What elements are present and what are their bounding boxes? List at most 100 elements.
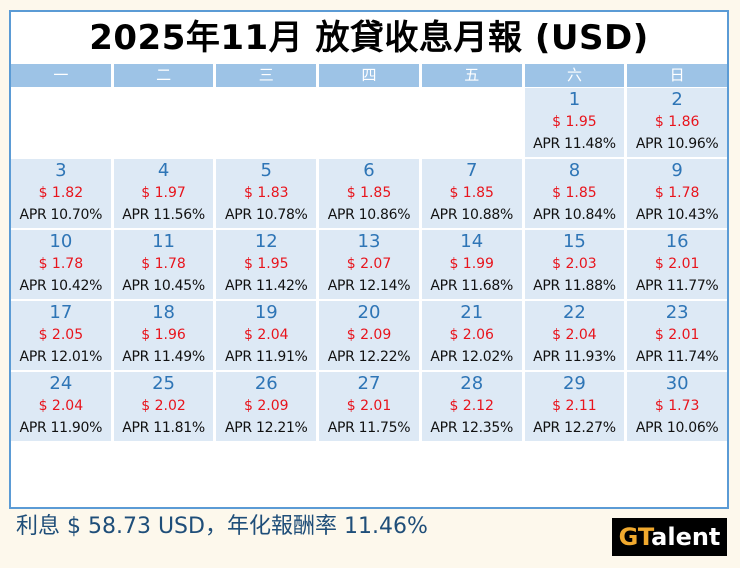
day-number: 28 [460, 373, 484, 394]
day-number: 20 [357, 302, 381, 323]
apr-value: APR 11.90% [19, 420, 103, 436]
apr-value: APR 10.96% [635, 136, 719, 152]
day-cell: 8 $ 1.85 APR 10.84% [524, 159, 625, 228]
weekday-label: 二 [113, 64, 214, 87]
apr-value: APR 11.93% [533, 349, 616, 365]
apr-value: APR 11.48% [533, 136, 616, 152]
day-cell: 20 $ 2.09 APR 12.22% [319, 301, 419, 370]
day-number: 30 [665, 373, 689, 394]
interest-amount: $ 2.02 [141, 398, 186, 414]
apr-value: APR 10.43% [635, 207, 719, 223]
day-cell: 6 $ 1.85 APR 10.86% [319, 159, 419, 228]
day-number: 3 [55, 160, 67, 181]
day-number: 11 [152, 231, 176, 252]
interest-amount: $ 2.09 [346, 327, 392, 343]
day-cell: 25 $ 2.02 APR 11.81% [113, 372, 214, 441]
apr-value: APR 12.14% [327, 278, 411, 294]
day-cell: 17 $ 2.05 APR 12.01% [11, 301, 111, 370]
weekday-label: 四 [319, 64, 419, 87]
day-cell: 7 $ 1.85 APR 10.88% [421, 159, 522, 228]
page-title: 2025年11月 放貸收息月報 (USD) [89, 18, 649, 58]
apr-value: APR 11.49% [122, 349, 205, 365]
day-number: 17 [49, 302, 73, 323]
interest-amount: $ 1.97 [141, 185, 186, 201]
interest-amount: $ 2.09 [244, 398, 289, 414]
apr-value: APR 11.56% [122, 207, 205, 223]
empty-day-cell [216, 88, 317, 157]
day-cell: 18 $ 1.96 APR 11.49% [113, 301, 214, 370]
interest-amount: $ 2.03 [552, 256, 597, 272]
apr-value: APR 11.42% [224, 278, 308, 294]
weekday-header: 一二三四五六日 [11, 64, 728, 87]
day-cell: 10 $ 1.78 APR 10.42% [11, 230, 111, 299]
day-cell: 5 $ 1.83 APR 10.78% [216, 159, 317, 228]
interest-amount: $ 2.04 [552, 327, 597, 343]
apr-value: APR 12.35% [430, 420, 513, 436]
interest-amount: $ 2.07 [346, 256, 392, 272]
apr-value: APR 12.27% [533, 420, 616, 436]
interest-amount: $ 1.78 [38, 256, 84, 272]
interest-amount: $ 1.78 [654, 185, 700, 201]
day-number: 29 [562, 373, 586, 394]
apr-value: APR 10.84% [533, 207, 616, 223]
day-cell: 12 $ 1.95 APR 11.42% [216, 230, 317, 299]
day-number: 24 [49, 373, 73, 394]
day-cell: 22 $ 2.04 APR 11.93% [524, 301, 625, 370]
empty-day-cell [113, 88, 214, 157]
day-cell: 13 $ 2.07 APR 12.14% [319, 230, 419, 299]
interest-amount: $ 1.85 [449, 185, 494, 201]
interest-amount: $ 2.04 [38, 398, 84, 414]
interest-amount: $ 1.96 [141, 327, 186, 343]
day-number: 2 [671, 89, 683, 110]
weekday-label: 日 [627, 64, 728, 87]
day-cell: 29 $ 2.11 APR 12.27% [524, 372, 625, 441]
day-cell: 27 $ 2.01 APR 11.75% [319, 372, 419, 441]
weekday-label: 一 [11, 64, 111, 87]
apr-value: APR 12.21% [224, 420, 308, 436]
day-number: 7 [465, 160, 478, 181]
apr-value: APR 10.70% [19, 207, 103, 223]
day-number: 4 [157, 160, 170, 181]
day-number: 1 [568, 89, 581, 110]
day-cell: 14 $ 1.99 APR 11.68% [421, 230, 522, 299]
day-cell: 28 $ 2.12 APR 12.35% [421, 372, 522, 441]
apr-value: APR 11.74% [635, 349, 719, 365]
apr-value: APR 10.88% [430, 207, 513, 223]
day-cell: 26 $ 2.09 APR 12.21% [216, 372, 317, 441]
weekday-label: 五 [421, 64, 522, 87]
day-number: 23 [665, 302, 689, 323]
apr-value: APR 11.75% [327, 420, 411, 436]
day-cell: 23 $ 2.01 APR 11.74% [627, 301, 727, 370]
calendar-frame: 2025年11月 放貸收息月報 (USD) 一二三四五六日 1 $ 1.95 APR… [9, 10, 729, 509]
apr-value: APR 10.06% [635, 420, 719, 436]
interest-amount: $ 2.06 [449, 327, 494, 343]
day-cell: 2 $ 1.86 APR 10.96% [627, 88, 727, 157]
day-number: 19 [254, 302, 278, 323]
empty-day-cell [11, 88, 111, 157]
day-number: 22 [562, 302, 586, 323]
interest-amount: $ 1.86 [654, 114, 700, 130]
day-cell: 3 $ 1.82 APR 10.70% [11, 159, 111, 228]
day-cell: 4 $ 1.97 APR 11.56% [113, 159, 214, 228]
day-cell: 24 $ 2.04 APR 11.90% [11, 372, 111, 441]
interest-amount: $ 2.05 [38, 327, 84, 343]
apr-value: APR 10.86% [327, 207, 411, 223]
day-number: 5 [260, 160, 272, 181]
logo-highlight: GT [618, 523, 652, 551]
interest-amount: $ 1.78 [141, 256, 186, 272]
interest-amount: $ 1.85 [346, 185, 392, 201]
day-number: 9 [671, 160, 683, 181]
interest-amount: $ 1.85 [552, 185, 597, 201]
gtalent-logo: GTalent [612, 518, 727, 556]
apr-value: APR 12.22% [327, 349, 411, 365]
day-number: 25 [152, 373, 176, 394]
day-cell: 19 $ 2.04 APR 11.91% [216, 301, 317, 370]
day-number: 13 [357, 231, 381, 252]
apr-value: APR 12.02% [430, 349, 513, 365]
day-number: 10 [49, 231, 73, 252]
apr-value: APR 10.78% [224, 207, 308, 223]
day-cell: 1 $ 1.95 APR 11.48% [524, 88, 625, 157]
day-number: 14 [460, 231, 484, 252]
day-cell: 16 $ 2.01 APR 11.77% [627, 230, 727, 299]
empty-day-cell [319, 88, 419, 157]
